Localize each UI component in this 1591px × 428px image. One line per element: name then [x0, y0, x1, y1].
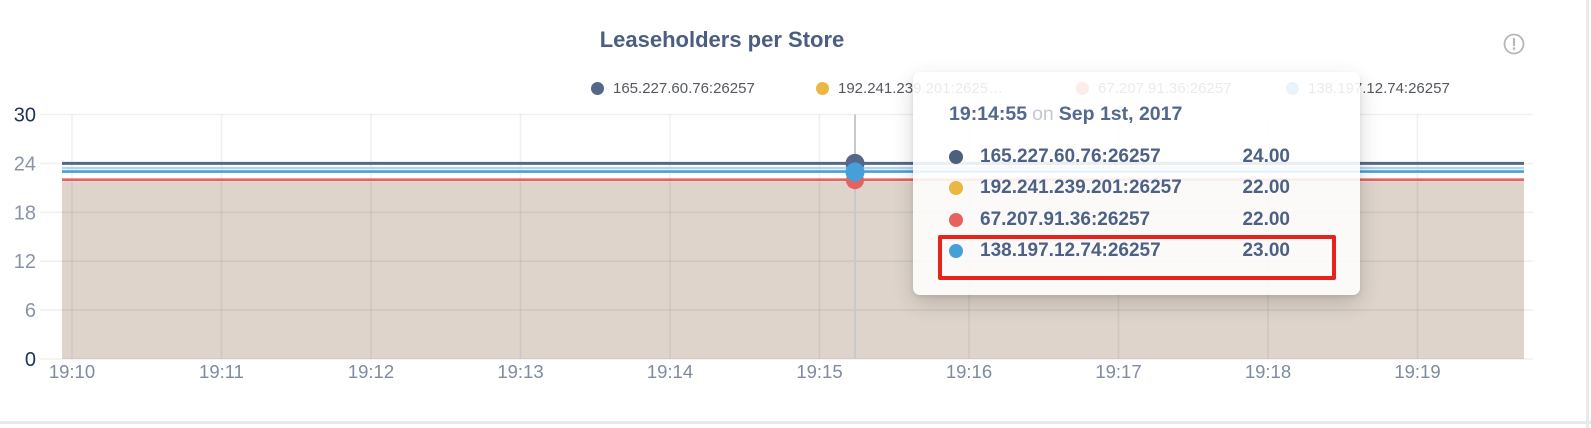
tooltip-header: 19:14:55 on Sep 1st, 2017 — [949, 103, 1182, 126]
tooltip-on-word: on — [1032, 103, 1054, 125]
series-name: 138.197.12.74:26257 — [980, 240, 1161, 262]
x-tick-label: 19:13 — [497, 361, 543, 382]
legend-dot-icon — [816, 82, 829, 95]
legend-dot-icon — [591, 82, 604, 95]
legend-item[interactable]: 165.227.60.76:26257 — [591, 80, 755, 97]
hover-point-blue — [845, 162, 865, 182]
y-tick-label: 30 — [14, 105, 36, 127]
tooltip-row: 165.227.60.76:26257 24.00 — [949, 141, 1290, 173]
x-tick-label: 19:12 — [348, 361, 394, 382]
tooltip-date: Sep 1st, 2017 — [1058, 103, 1183, 125]
series-name: 67.207.91.36:26257 — [980, 208, 1151, 230]
x-tick-label: 19:15 — [796, 361, 842, 382]
x-tick-label: 19:18 — [1245, 361, 1291, 382]
hover-tooltip: 19:14:55 on Sep 1st, 2017 165.227.60.76:26… — [913, 72, 1360, 295]
y-tick-label: 6 — [25, 300, 36, 322]
info-icon-circle — [1503, 33, 1525, 55]
x-tick-label: 19:17 — [1095, 361, 1141, 382]
series-dot-icon — [949, 181, 963, 196]
x-tick-label: 19:14 — [647, 361, 693, 382]
info-icon[interactable] — [1501, 31, 1527, 57]
series-name: 165.227.60.76:26257 — [980, 145, 1161, 167]
tooltip-time: 19:14:55 — [949, 103, 1028, 125]
series-dot-icon — [949, 149, 963, 164]
tooltip-rows: 165.227.60.76:26257 24.00 192.241.239.20… — [949, 141, 1290, 267]
y-tick-label: 18 — [14, 202, 36, 224]
x-tick-label: 19:10 — [49, 361, 95, 382]
panel-bottom-border — [0, 421, 1591, 424]
x-tick-label: 19:11 — [199, 361, 244, 382]
series-name: 192.241.239.201:26257 — [980, 177, 1182, 199]
x-tick-label: 19:16 — [946, 361, 992, 382]
series-dot-icon — [949, 244, 963, 259]
legend-label: 165.227.60.76:26257 — [613, 80, 755, 97]
y-tick-label: 24 — [14, 153, 36, 175]
info-icon-dot — [1512, 47, 1516, 50]
tooltip-row: 67.207.91.36:26257 22.00 — [949, 204, 1290, 236]
panel-right-border — [1586, 0, 1589, 428]
series-value: 24.00 — [1242, 145, 1290, 167]
tooltip-row: 192.241.239.201:26257 22.00 — [949, 173, 1290, 205]
series-value: 22.00 — [1242, 208, 1290, 230]
series-value: 22.00 — [1242, 177, 1290, 199]
series-dot-icon — [949, 212, 963, 227]
chart-title: Leaseholders per Store — [599, 27, 845, 52]
tooltip-row-highlighted: 138.197.12.74:26257 23.00 — [949, 236, 1290, 268]
x-tick-label: 19:19 — [1394, 361, 1440, 382]
y-tick-label: 12 — [14, 251, 36, 273]
y-tick-label: 0 — [25, 349, 36, 371]
series-value: 23.00 — [1242, 240, 1290, 262]
